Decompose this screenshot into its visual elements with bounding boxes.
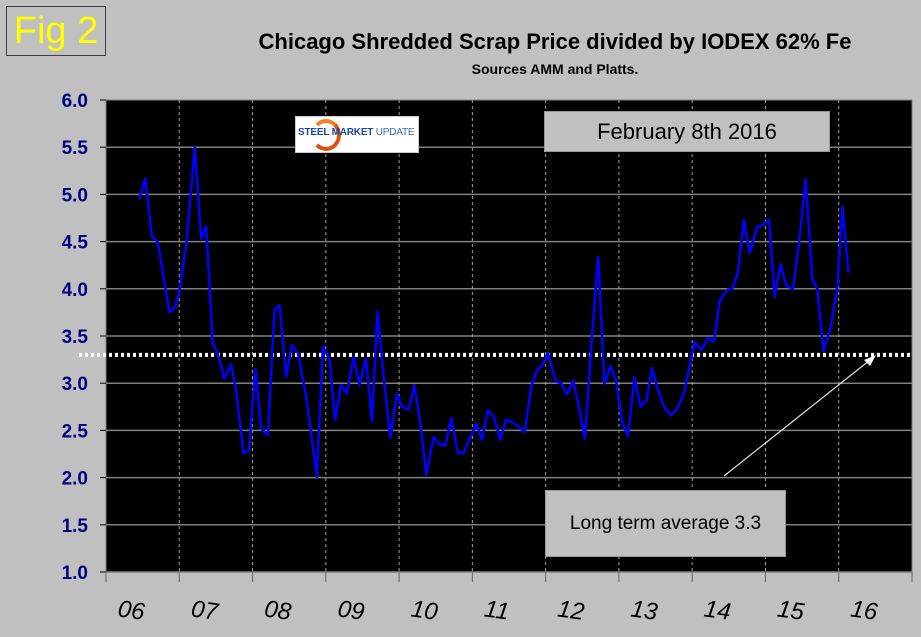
y-tick-label: 4.5 <box>62 233 89 254</box>
logo-arc-icon <box>311 119 341 151</box>
x-tick-label: 08 <box>263 595 294 626</box>
x-tick-label: 12 <box>556 595 586 625</box>
x-tick-label: 09 <box>336 595 366 625</box>
arrow-line <box>723 359 871 477</box>
y-tick-label: 5.0 <box>62 185 88 206</box>
x-tick-label: 16 <box>849 595 880 626</box>
x-tick-label: 06 <box>116 595 147 626</box>
y-tick-label: 1.0 <box>62 563 88 584</box>
x-tick-label: 11 <box>483 595 511 625</box>
chart-title: Chicago Shredded Scrap Price divided by … <box>258 29 852 54</box>
y-tick-label: 2.5 <box>62 421 89 442</box>
y-tick-label: 2.0 <box>62 469 88 490</box>
x-tick-label: 15 <box>776 595 807 626</box>
logo-text-light: UPDATE <box>373 127 415 138</box>
series-line <box>138 145 850 478</box>
figure-label: Fig 2 <box>6 6 106 56</box>
y-tick-label: 1.5 <box>62 516 89 537</box>
x-tick-label: 10 <box>409 595 440 626</box>
y-tick-label: 3.5 <box>62 327 89 348</box>
x-tick-label: 14 <box>702 595 732 625</box>
arrow-head-icon <box>864 355 876 366</box>
logo-text-bold: STEEL MARKET <box>298 127 374 138</box>
y-tick-label: 3.0 <box>62 374 88 395</box>
average-annotation: Long term average 3.3 <box>545 490 786 557</box>
date-annotation: February 8th 2016 <box>544 111 830 152</box>
x-tick-label: 07 <box>189 595 221 626</box>
y-tick-label: 6.0 <box>62 91 88 112</box>
y-tick-label: 5.5 <box>62 138 89 159</box>
y-tick-label: 4.0 <box>62 280 88 301</box>
chart-subtitle: Sources AMM and Platts. <box>471 61 639 77</box>
steel-market-update-logo: STEEL MARKET UPDATE <box>295 116 419 153</box>
x-tick-label: 13 <box>629 595 660 626</box>
